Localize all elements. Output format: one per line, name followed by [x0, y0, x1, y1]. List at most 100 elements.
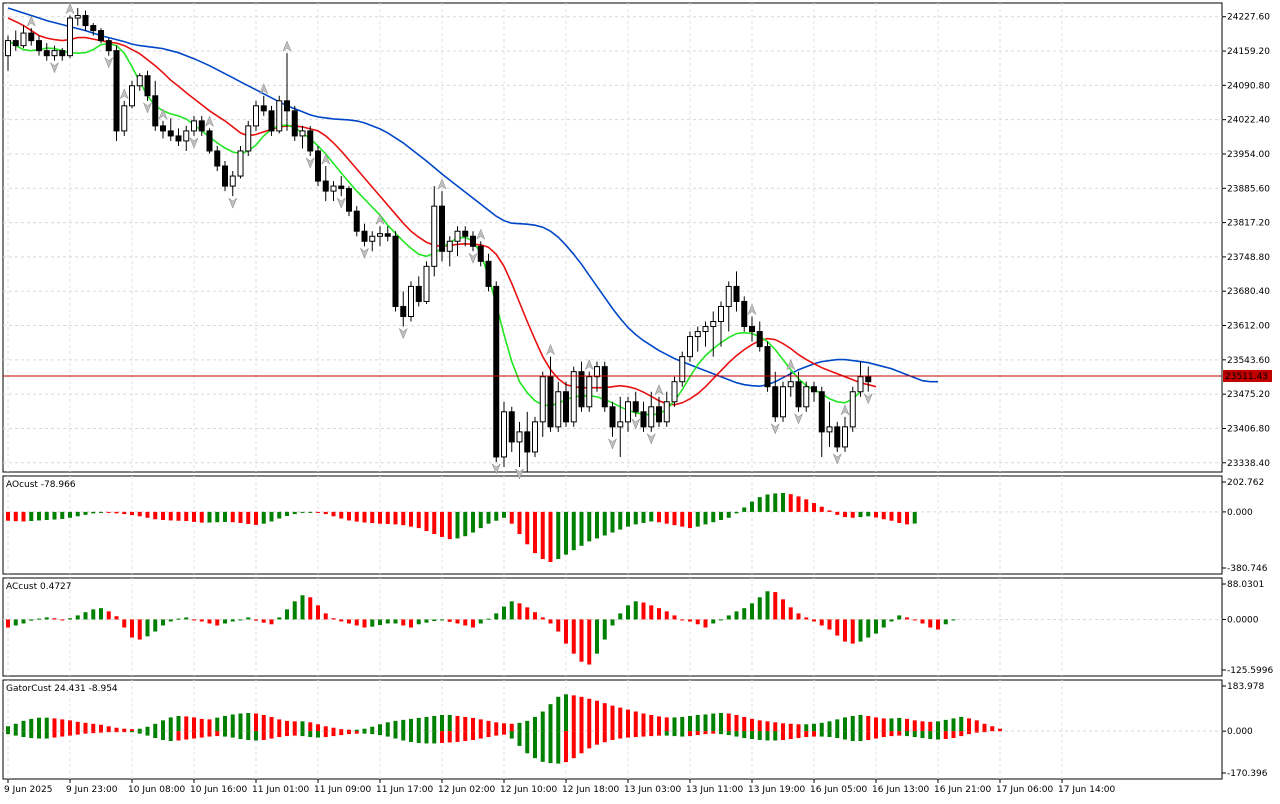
candle-bull[interactable]: [671, 381, 678, 403]
candle-bear[interactable]: [400, 305, 407, 318]
candle-bear[interactable]: [508, 411, 515, 443]
candle-bull[interactable]: [710, 321, 717, 328]
candle-bear[interactable]: [175, 135, 182, 142]
candle-bear[interactable]: [493, 285, 500, 458]
candle-bear[interactable]: [733, 285, 740, 302]
candle-bull[interactable]: [555, 391, 562, 428]
candle-bull[interactable]: [191, 120, 197, 132]
candle-bear[interactable]: [353, 210, 360, 232]
candle-bull[interactable]: [694, 331, 701, 338]
candle-bear[interactable]: [818, 391, 825, 433]
candle-bear[interactable]: [346, 188, 352, 212]
candle-bull[interactable]: [702, 326, 709, 333]
candle-bull[interactable]: [5, 40, 11, 57]
candle-bull[interactable]: [67, 17, 73, 57]
candle-bull[interactable]: [276, 100, 283, 132]
candle-bull[interactable]: [245, 125, 252, 152]
candle-bull[interactable]: [229, 175, 236, 187]
candle-bull[interactable]: [516, 431, 523, 443]
candle-bear[interactable]: [59, 50, 66, 57]
candle-bear[interactable]: [439, 205, 445, 252]
panel-frame-main[interactable]: [2, 2, 1223, 473]
candle-bull[interactable]: [501, 411, 507, 458]
candle-bear[interactable]: [144, 75, 151, 97]
candle-bear[interactable]: [756, 331, 763, 348]
candle-bear[interactable]: [578, 371, 585, 408]
candle-bull[interactable]: [431, 205, 438, 267]
candle-bear[interactable]: [384, 233, 391, 237]
candle-bull[interactable]: [20, 32, 27, 47]
candle-bear[interactable]: [601, 366, 608, 408]
candle-bear[interactable]: [811, 386, 817, 393]
candle-bear[interactable]: [834, 426, 841, 448]
candle-bull[interactable]: [377, 233, 383, 237]
candle-bull[interactable]: [787, 381, 794, 388]
candle-bear[interactable]: [43, 50, 50, 57]
candle-bear[interactable]: [772, 386, 779, 418]
candle-bull[interactable]: [780, 386, 786, 418]
candle-bull[interactable]: [51, 50, 58, 57]
candle-bull[interactable]: [586, 376, 593, 408]
candle-bear[interactable]: [284, 100, 290, 112]
candle-bear[interactable]: [206, 130, 213, 152]
candle-bear[interactable]: [291, 110, 298, 137]
candle-bear[interactable]: [609, 406, 616, 428]
candle-bear[interactable]: [764, 346, 771, 388]
candle-bull[interactable]: [121, 105, 128, 132]
candle-bear[interactable]: [865, 376, 872, 383]
candle-bear[interactable]: [113, 50, 120, 132]
candle-bull[interactable]: [237, 150, 244, 177]
panel-frame-ac[interactable]: [2, 577, 1223, 677]
candle-bull[interactable]: [718, 305, 724, 323]
candle-bear[interactable]: [98, 30, 104, 42]
candle-bear[interactable]: [90, 25, 97, 32]
candle-bear[interactable]: [167, 130, 174, 137]
candle-bear[interactable]: [268, 110, 275, 132]
candle-bear[interactable]: [361, 230, 368, 242]
candle-bear[interactable]: [222, 165, 228, 187]
candle-bear[interactable]: [198, 120, 205, 132]
candle-bear[interactable]: [524, 431, 531, 453]
candle-bull[interactable]: [183, 130, 190, 142]
candle-bull[interactable]: [330, 185, 337, 192]
candle-bear[interactable]: [640, 411, 647, 428]
candle-bear[interactable]: [632, 401, 639, 413]
candle-bull[interactable]: [687, 336, 693, 358]
candle-bear[interactable]: [485, 260, 492, 287]
candle-bull[interactable]: [454, 230, 461, 242]
candle-bear[interactable]: [12, 40, 19, 47]
candle-bear[interactable]: [392, 235, 399, 307]
candle-bull[interactable]: [253, 105, 259, 127]
candle-bull[interactable]: [663, 401, 670, 423]
candle-bear[interactable]: [36, 40, 42, 52]
candle-bull[interactable]: [532, 421, 538, 453]
candle-bear[interactable]: [315, 150, 321, 182]
candle-bull[interactable]: [446, 240, 453, 252]
candle-bear[interactable]: [105, 40, 112, 52]
candle-bull[interactable]: [129, 85, 135, 107]
candle-bear[interactable]: [28, 32, 35, 42]
candle-bear[interactable]: [260, 105, 267, 112]
candle-bull[interactable]: [423, 265, 430, 302]
candle-bear[interactable]: [214, 150, 221, 167]
candle-bull[interactable]: [369, 235, 376, 242]
candle-bull[interactable]: [826, 426, 833, 433]
candle-bull[interactable]: [725, 285, 732, 307]
candle-bear[interactable]: [741, 300, 748, 328]
candle-bear[interactable]: [749, 326, 755, 333]
candle-bull[interactable]: [803, 386, 810, 408]
candle-bear[interactable]: [795, 381, 802, 408]
candle-bear[interactable]: [656, 406, 662, 423]
candle-bear[interactable]: [307, 130, 314, 152]
candle-bull[interactable]: [74, 15, 81, 19]
candle-bull[interactable]: [539, 376, 546, 423]
candle-bull[interactable]: [842, 426, 848, 448]
candle-bear[interactable]: [338, 185, 345, 190]
candle-bull[interactable]: [570, 371, 577, 423]
candle-bear[interactable]: [547, 376, 554, 428]
candle-bull[interactable]: [849, 391, 856, 428]
candle-bull[interactable]: [857, 376, 864, 393]
candle-bear[interactable]: [477, 245, 484, 262]
